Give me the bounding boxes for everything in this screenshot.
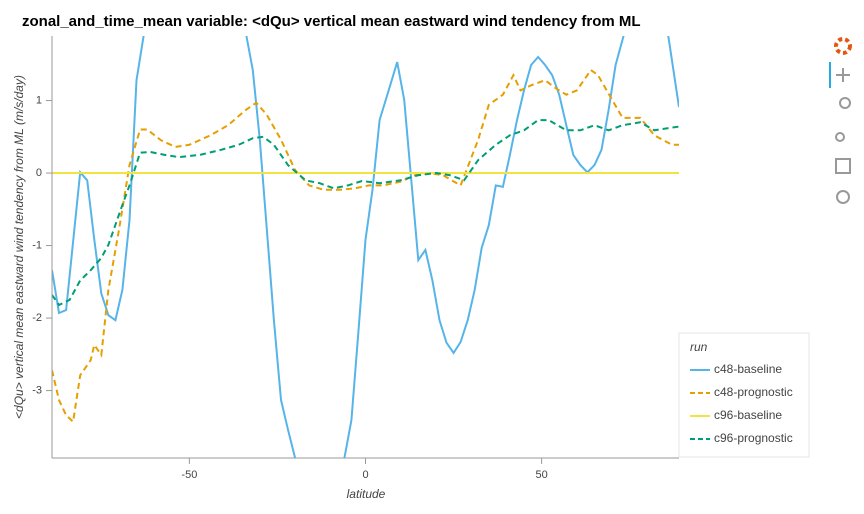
series-line [52, 68, 679, 424]
y-tick-label: -1 [32, 239, 42, 251]
legend-box [678, 332, 810, 458]
legend-label: c96-prognostic [714, 431, 793, 445]
legend-label: c96-baseline [714, 408, 782, 422]
box-zoom-tool[interactable] [839, 97, 851, 109]
y-tick-label: -3 [32, 384, 42, 396]
legend-label: c48-prognostic [714, 385, 793, 399]
wheel-zoom-tool[interactable] [835, 132, 845, 142]
y-tick-label: -2 [32, 312, 42, 324]
y-tick-label: 1 [36, 94, 42, 106]
x-tick-label: 0 [362, 469, 368, 481]
series-line [52, 36, 679, 458]
x-tick-label: 50 [535, 469, 547, 481]
y-axis-label: <dQu> vertical mean eastward wind tenden… [12, 75, 26, 419]
reset-tool[interactable] [836, 190, 850, 204]
chart-title: zonal_and_time_mean variable: <dQu> vert… [22, 13, 641, 30]
save-tool[interactable] [835, 158, 851, 174]
bokeh-logo[interactable] [834, 37, 852, 55]
x-tick-label: -50 [181, 469, 197, 481]
toolbar [829, 37, 852, 204]
series-line [52, 119, 679, 307]
plot-area [52, 36, 679, 458]
x-axis-label: latitude [347, 487, 386, 501]
pan-tool[interactable] [836, 68, 850, 82]
legend-label: c48-baseline [714, 362, 782, 376]
legend-title: run [690, 340, 708, 354]
y-tick-label: 0 [36, 167, 42, 179]
